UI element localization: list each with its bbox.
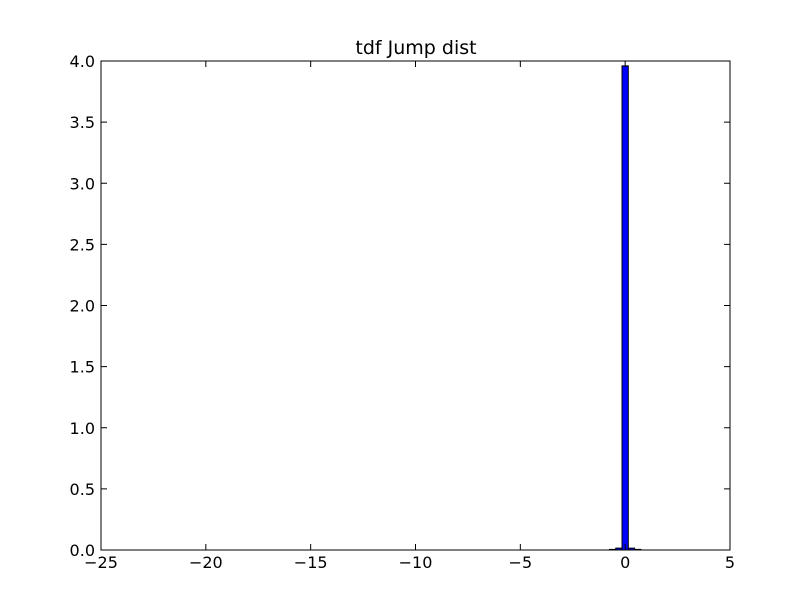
y-tick-label: 2.5 <box>70 235 95 254</box>
x-tick-label: −20 <box>189 553 223 572</box>
y-tick-label: 0.5 <box>70 480 95 499</box>
y-tick-label: 1.5 <box>70 358 95 377</box>
plot-frame <box>100 60 731 551</box>
bar <box>621 65 629 551</box>
chart-title: tdf Jump dist <box>355 37 476 59</box>
x-tick-label: 0 <box>620 553 630 572</box>
x-tick-label: −25 <box>84 553 118 572</box>
y-tick-label: 3.0 <box>70 174 95 193</box>
y-tick-label: 3.5 <box>70 113 95 132</box>
x-tick-label: −10 <box>399 553 433 572</box>
x-tick-label: −15 <box>294 553 328 572</box>
x-tick-label: 5 <box>725 553 735 572</box>
y-tick-label: 1.0 <box>70 419 95 438</box>
y-tick-label: 0.0 <box>70 541 95 560</box>
x-tick-label: −5 <box>509 553 533 572</box>
y-tick-label: 4.0 <box>70 52 95 71</box>
y-tick-label: 2.0 <box>70 297 95 316</box>
